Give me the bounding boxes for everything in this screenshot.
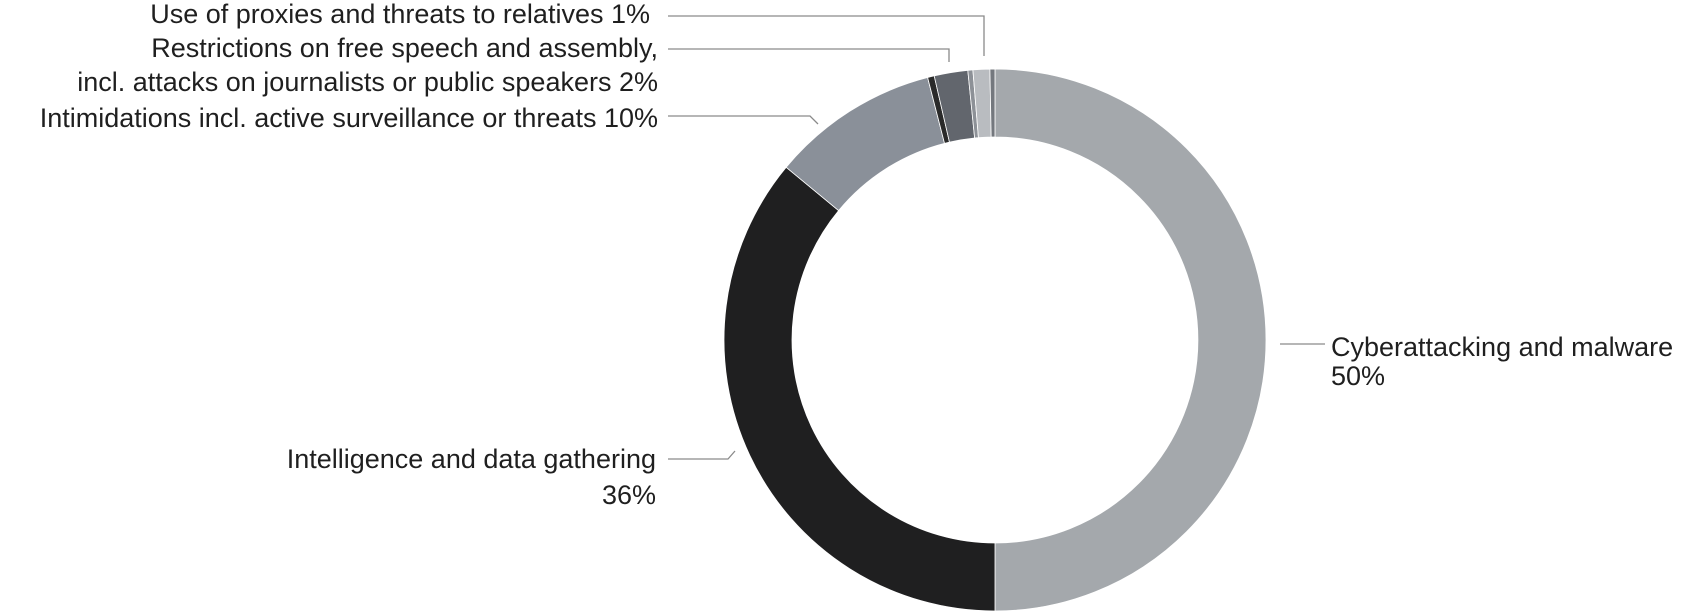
label-restrictions-line2: incl. attacks on journalists or public s… bbox=[77, 67, 658, 97]
donut-slice-0 bbox=[994, 68, 1267, 611]
label-intelligence-line1: Intelligence and data gathering bbox=[287, 444, 656, 474]
donut-slice-7 bbox=[989, 68, 996, 138]
leader-line-proxies bbox=[668, 15, 985, 56]
donut-slices bbox=[723, 68, 1267, 611]
leader-line-restrictions bbox=[668, 48, 950, 62]
donut-slice-1 bbox=[723, 166, 996, 611]
label-proxies: Use of proxies and threats to relatives … bbox=[150, 0, 650, 29]
label-restrictions-line1: Restrictions on free speech and assembly… bbox=[151, 33, 658, 63]
label-cyber-line1: Cyberattacking and malware bbox=[1331, 332, 1673, 362]
label-intimidations: Intimidations incl. active surveillance … bbox=[40, 103, 658, 133]
leader-line-intimidations bbox=[668, 115, 819, 125]
leader-line-intelligence bbox=[668, 450, 736, 460]
label-cyber-line2: 50% bbox=[1331, 361, 1385, 391]
label-intelligence-line2: 36% bbox=[602, 480, 656, 510]
